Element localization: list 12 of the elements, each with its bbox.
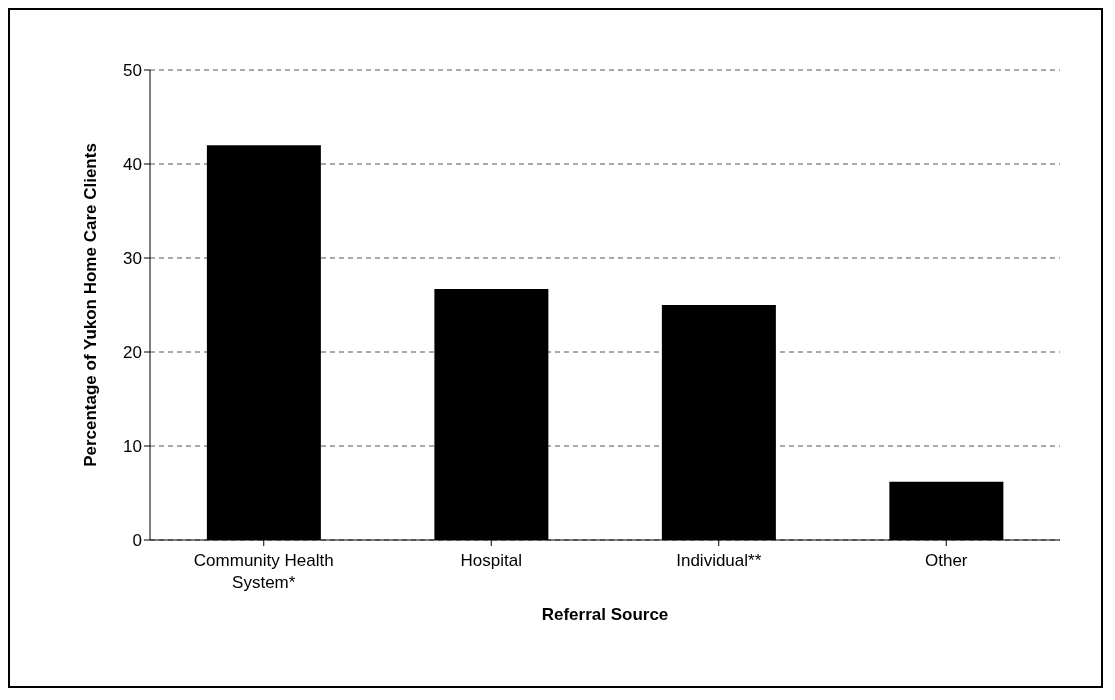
y-axis-title: Percentage of Yukon Home Care Clients — [81, 143, 101, 467]
x-axis-title: Referral Source — [541, 605, 669, 624]
x-tick-label: Other — [924, 551, 968, 570]
y-tick-label: 30 — [123, 249, 142, 269]
y-tick-label: 50 — [123, 61, 142, 81]
y-tick-label: 0 — [132, 531, 142, 551]
x-tick-label: Hospital — [460, 551, 522, 570]
x-tick-label: Community Health System* — [193, 551, 334, 592]
y-tick-label: 10 — [123, 437, 142, 457]
y-tick-label: 40 — [123, 155, 142, 175]
y-tick-label: 20 — [123, 343, 142, 363]
x-tick-label: Individual** — [676, 551, 762, 570]
